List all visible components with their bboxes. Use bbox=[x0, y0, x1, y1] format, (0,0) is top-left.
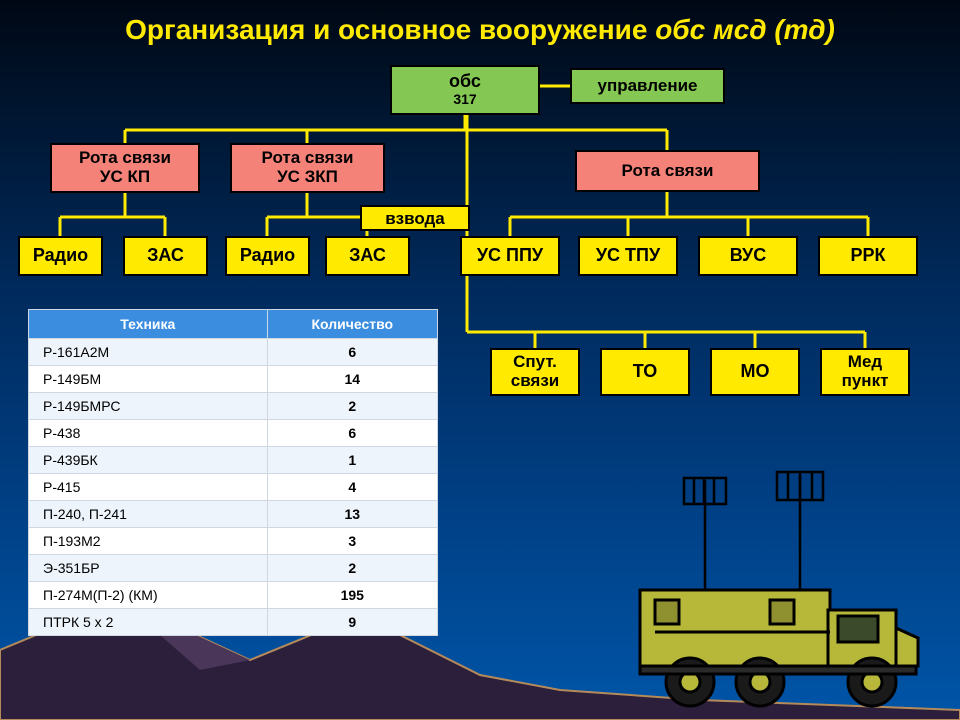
leaf-b-0: Радио bbox=[225, 236, 310, 276]
table-row: Р-4154 bbox=[29, 474, 438, 501]
node-root-label: обс bbox=[449, 72, 481, 92]
node-root-side: управление bbox=[570, 68, 725, 104]
leaf-d-0: Спут. связи bbox=[490, 348, 580, 396]
table-row: Р-161А2М6 bbox=[29, 339, 438, 366]
th-equipment: Техника bbox=[29, 310, 268, 339]
node-root-sub: 317 bbox=[453, 92, 476, 107]
node-root: обс 317 bbox=[390, 65, 540, 115]
table-row: Р-149БМРС2 bbox=[29, 393, 438, 420]
page-title: Организация и основное вооружение обс мс… bbox=[0, 0, 960, 54]
title-plain: Организация и основное вооружение bbox=[125, 14, 655, 45]
leaf-c-0: УС ППУ bbox=[460, 236, 560, 276]
node-l1-0: Рота связи УС КП bbox=[50, 143, 200, 193]
leaf-d-1: ТО bbox=[600, 348, 690, 396]
table-row: П-193М23 bbox=[29, 528, 438, 555]
mid-label: взвода bbox=[360, 205, 470, 231]
table-row: Р-4386 bbox=[29, 420, 438, 447]
table-row: П-274М(П-2) (КМ)195 bbox=[29, 582, 438, 609]
leaf-d-3: Мед пункт bbox=[820, 348, 910, 396]
table-row: Э-351БР2 bbox=[29, 555, 438, 582]
leaf-b-1: ЗАС bbox=[325, 236, 410, 276]
leaf-d-2: МО bbox=[710, 348, 800, 396]
table-row: Р-149БМ14 bbox=[29, 366, 438, 393]
title-italic: обс мсд (тд) bbox=[655, 14, 835, 45]
node-l1-1: Рота связи УС ЗКП bbox=[230, 143, 385, 193]
table-row: П-240, П-24113 bbox=[29, 501, 438, 528]
leaf-a-1: ЗАС bbox=[123, 236, 208, 276]
leaf-c-1: УС ТПУ bbox=[578, 236, 678, 276]
th-qty: Количество bbox=[267, 310, 437, 339]
leaf-c-3: РРК bbox=[818, 236, 918, 276]
table-row: ПТРК 5 х 29 bbox=[29, 609, 438, 636]
leaf-c-2: ВУС bbox=[698, 236, 798, 276]
leaf-a-0: Радио bbox=[18, 236, 103, 276]
equipment-table: Техника Количество Р-161А2М6Р-149БМ14Р-1… bbox=[28, 309, 438, 636]
table-row: Р-439БК1 bbox=[29, 447, 438, 474]
node-l1-2: Рота связи bbox=[575, 150, 760, 192]
